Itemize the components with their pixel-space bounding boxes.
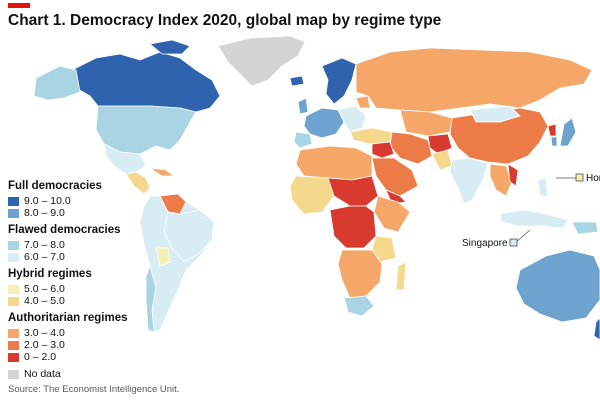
callout-hong-kong-label: Hong [586, 173, 600, 184]
region-mongolia [469, 105, 521, 123]
region-western-europe [303, 107, 345, 139]
legend-item: 4.0 – 5.0 [8, 295, 158, 307]
region-alaska [33, 65, 81, 101]
legend-group-title: Full democracies [8, 180, 102, 192]
callout-hong-kong: Hong [556, 173, 600, 184]
region-china [449, 107, 549, 165]
region-indonesia [499, 209, 569, 229]
legend-group-flawed: Flawed democracies 7.0 – 8.0 6.0 – 7.0 [8, 224, 158, 263]
legend-swatch [8, 284, 19, 294]
region-canada-islands [149, 39, 191, 55]
region-australia [515, 249, 600, 323]
legend-item: 5.0 – 6.0 [8, 283, 158, 295]
region-pakistan [431, 149, 453, 171]
region-cuba [149, 167, 175, 177]
region-bolivia [155, 247, 171, 267]
region-southern-africa [337, 249, 383, 299]
legend-label: 8.0 – 9.0 [24, 207, 65, 219]
legend-item: 2.0 – 3.0 [8, 339, 158, 351]
region-iberia [293, 131, 313, 149]
brand-bar [8, 3, 30, 8]
region-new-zealand [593, 317, 600, 341]
region-syria [371, 141, 395, 159]
legend-label: 0 – 2.0 [24, 351, 57, 363]
region-east-africa [371, 235, 397, 263]
region-iceland [289, 75, 305, 87]
legend-swatch [8, 296, 19, 306]
region-usa [95, 105, 197, 155]
region-north-africa [295, 145, 373, 181]
legend-swatch [8, 252, 19, 262]
legend-group-hybrid: Hybrid regimes 5.0 – 6.0 4.0 – 5.0 [8, 268, 158, 307]
region-south-africa [343, 295, 375, 317]
callout-singapore: Singapore [462, 229, 531, 249]
region-brazil [163, 209, 215, 263]
legend-swatch [8, 340, 19, 350]
legend-item: 6.0 – 7.0 [8, 251, 158, 263]
legend-label: 4.0 – 5.0 [24, 295, 65, 307]
region-south-korea [550, 136, 558, 147]
legend-label: 9.0 – 10.0 [24, 195, 71, 207]
region-japan [559, 117, 577, 147]
region-philippines [537, 177, 549, 197]
region-russia [355, 47, 593, 113]
legend-item: 3.0 – 4.0 [8, 327, 158, 339]
region-vietnam [507, 163, 519, 187]
callout-singapore-label: Singapore [462, 238, 508, 249]
region-west-africa [289, 175, 335, 215]
region-central-asia [399, 109, 453, 137]
region-png [571, 221, 599, 235]
source-note: Source: The Economist Intelligence Unit. [8, 384, 180, 395]
legend-swatch [8, 196, 19, 206]
world-map: Hong Singapore [33, 35, 600, 341]
legend-label: No data [24, 368, 61, 380]
legend-item-no-data: No data [8, 368, 158, 380]
region-central-africa [329, 205, 377, 249]
region-scandinavia [321, 57, 357, 105]
region-eastern-europe [337, 105, 367, 133]
legend-swatch [8, 208, 19, 218]
region-central-america [125, 171, 151, 195]
legend: Full democracies 9.0 – 10.0 8.0 – 9.0 Fl… [8, 180, 158, 380]
legend-group-title: Hybrid regimes [8, 268, 92, 280]
region-canada [71, 51, 221, 113]
region-madagascar [395, 261, 407, 291]
legend-swatch [8, 240, 19, 250]
region-sahel [327, 175, 379, 207]
legend-label: 7.0 – 8.0 [24, 239, 65, 251]
legend-label: 6.0 – 7.0 [24, 251, 65, 263]
legend-item: 7.0 – 8.0 [8, 239, 158, 251]
region-india [449, 157, 489, 205]
legend-label: 3.0 – 4.0 [24, 327, 65, 339]
chart-title: Chart 1. Democracy Index 2020, global ma… [8, 12, 442, 29]
legend-label: 5.0 – 6.0 [24, 283, 65, 295]
region-belarus [355, 95, 371, 109]
legend-swatch [8, 328, 19, 338]
legend-group-full: Full democracies 9.0 – 10.0 8.0 – 9.0 [8, 180, 158, 219]
region-arabia [371, 157, 419, 197]
legend-group-title: Flawed democracies [8, 224, 121, 236]
legend-swatch [8, 352, 19, 362]
legend-item: 9.0 – 10.0 [8, 195, 158, 207]
legend-group-authoritarian: Authoritarian regimes 3.0 – 4.0 2.0 – 3.… [8, 312, 158, 363]
region-north-korea [547, 123, 557, 137]
region-chile [145, 265, 157, 333]
region-turkey [349, 127, 393, 145]
legend-group-title: Authoritarian regimes [8, 312, 128, 324]
region-southeast-asia [489, 163, 513, 197]
legend-item: 0 – 2.0 [8, 351, 158, 363]
region-uk [297, 97, 309, 115]
legend-item: 8.0 – 9.0 [8, 207, 158, 219]
region-greenland [217, 35, 306, 87]
legend-swatch [8, 369, 19, 379]
legend-label: 2.0 – 3.0 [24, 339, 65, 351]
